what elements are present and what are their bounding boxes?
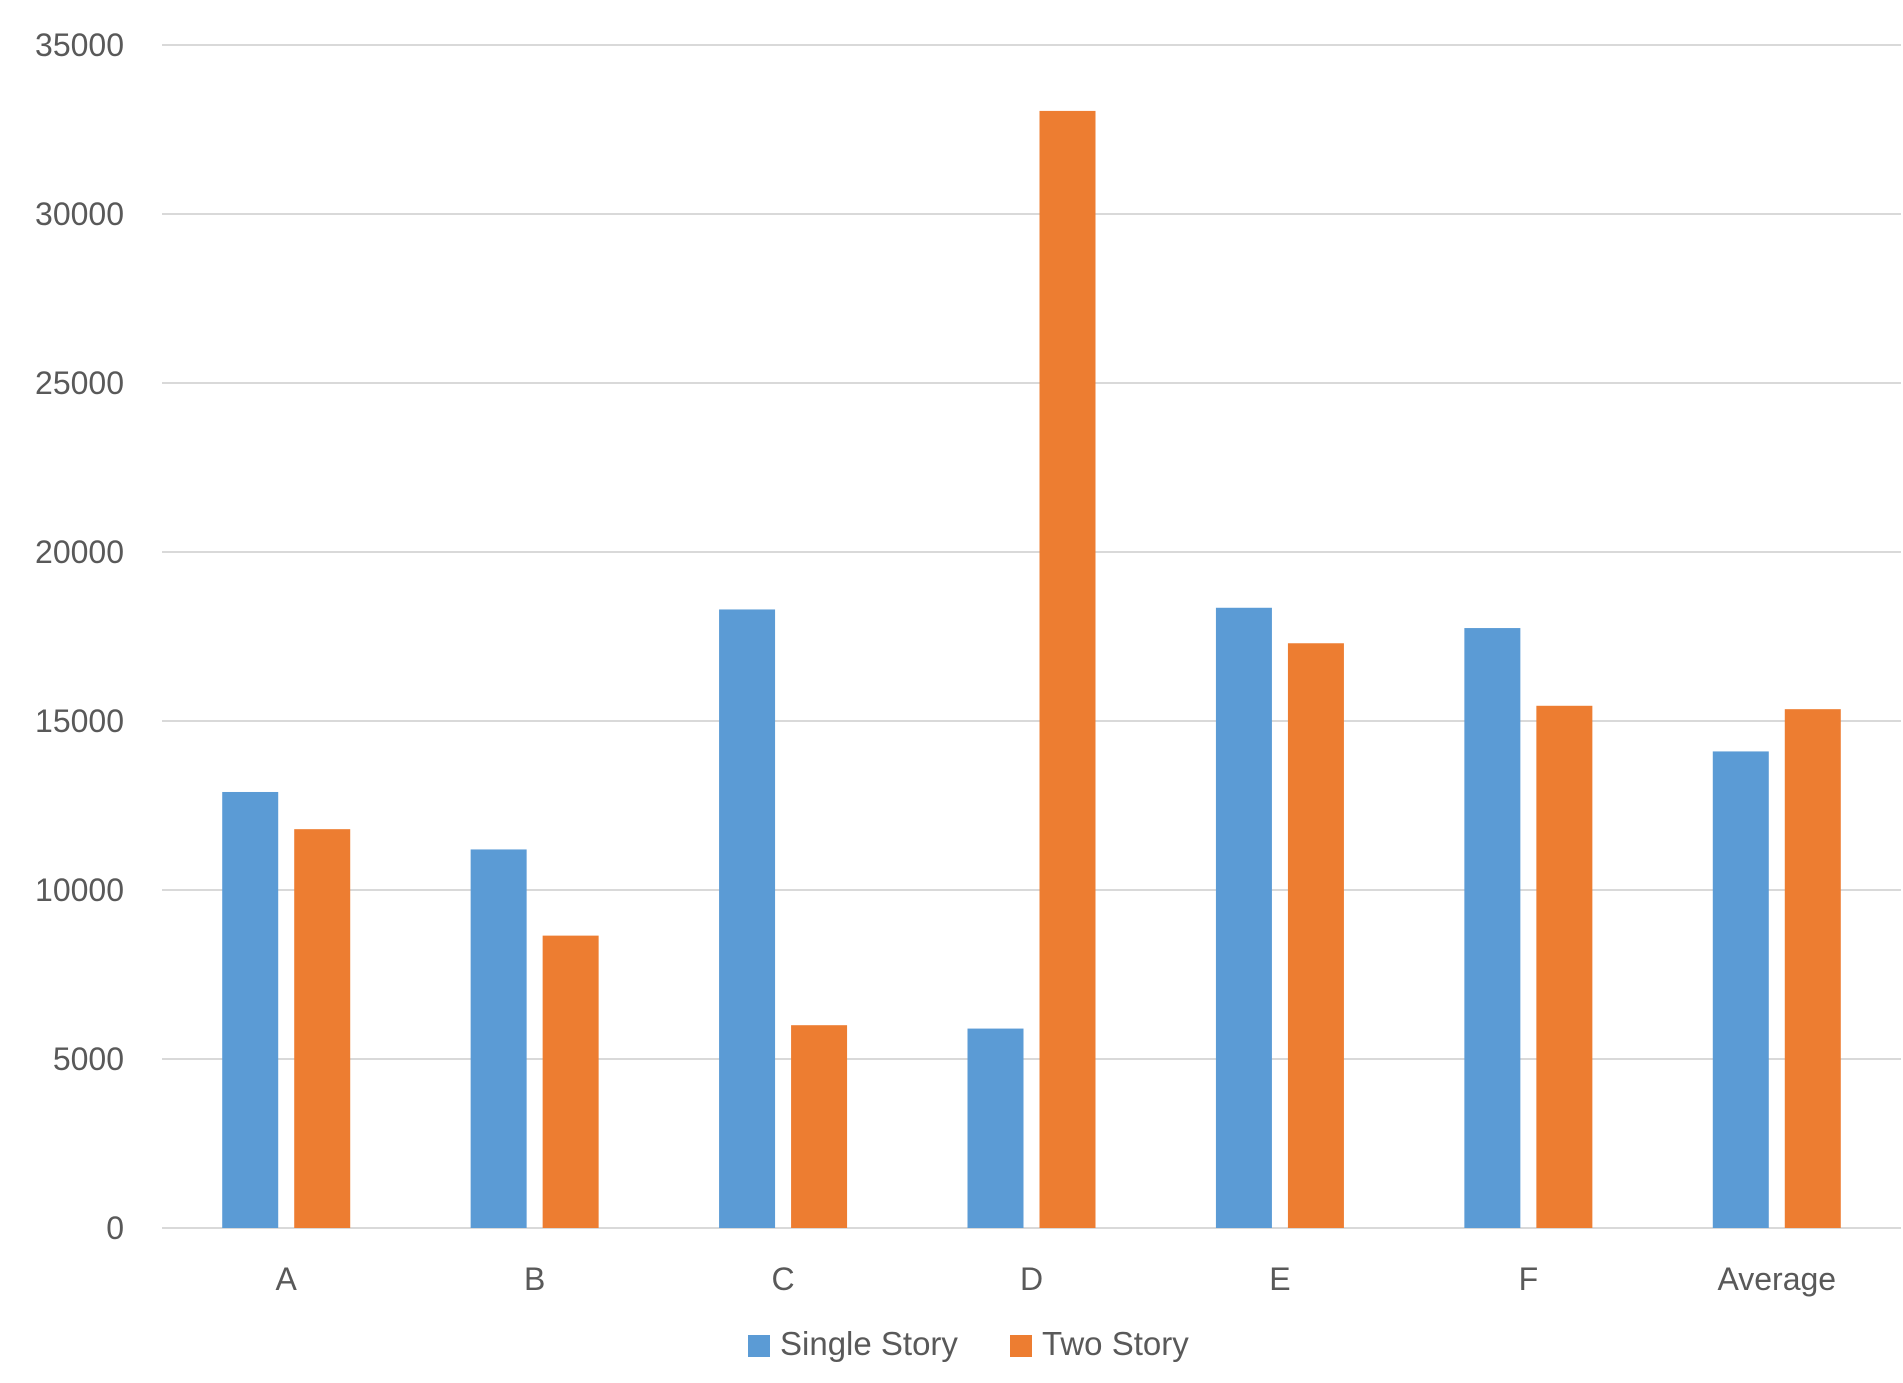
bar-two-story-f bbox=[1536, 705, 1593, 1228]
bar-single-story-a bbox=[222, 791, 279, 1228]
y-tick-label-20000: 20000 bbox=[35, 534, 124, 570]
y-tick-label-25000: 25000 bbox=[35, 365, 124, 401]
x-category-label-b: B bbox=[524, 1261, 545, 1297]
x-category-label-e: E bbox=[1269, 1261, 1290, 1297]
gridlines bbox=[162, 44, 1901, 1229]
bar-single-story-c bbox=[719, 609, 776, 1228]
bars bbox=[222, 110, 1841, 1228]
legend-label-single-story: Single Story bbox=[780, 1325, 958, 1362]
x-category-label-a: A bbox=[276, 1261, 298, 1297]
y-tick-label-5000: 5000 bbox=[53, 1041, 124, 1077]
y-axis-tick-labels: 0 5000 10000 15000 20000 25000 30000 35000 bbox=[35, 27, 124, 1246]
bar-two-story-a bbox=[294, 829, 351, 1228]
y-tick-label-15000: 15000 bbox=[35, 703, 124, 739]
legend-swatch-single-story bbox=[748, 1335, 770, 1357]
y-tick-label-10000: 10000 bbox=[35, 872, 124, 908]
x-category-label-f: F bbox=[1519, 1261, 1539, 1297]
legend-swatch-two-story bbox=[1010, 1335, 1032, 1357]
y-tick-label-30000: 30000 bbox=[35, 196, 124, 232]
bar-single-story-d bbox=[967, 1028, 1024, 1228]
x-axis-category-labels: A B C D E F Average bbox=[276, 1261, 1837, 1297]
legend-label-two-story: Two Story bbox=[1042, 1325, 1189, 1362]
bar-two-story-b bbox=[542, 935, 599, 1228]
bar-single-story-f bbox=[1464, 628, 1521, 1228]
y-tick-label-0: 0 bbox=[106, 1210, 124, 1246]
bar-two-story-average bbox=[1784, 709, 1841, 1228]
bar-two-story-d bbox=[1039, 110, 1096, 1228]
bar-single-story-e bbox=[1215, 607, 1272, 1228]
x-category-label-c: C bbox=[772, 1261, 795, 1297]
legend: Single Story Two Story bbox=[748, 1325, 1189, 1362]
x-category-label-average: Average bbox=[1717, 1261, 1836, 1297]
bar-two-story-e bbox=[1287, 643, 1344, 1228]
bar-single-story-average bbox=[1712, 751, 1769, 1228]
bar-single-story-b bbox=[470, 849, 527, 1228]
y-tick-label-35000: 35000 bbox=[35, 27, 124, 63]
bar-two-story-c bbox=[791, 1025, 848, 1228]
x-category-label-d: D bbox=[1020, 1261, 1043, 1297]
